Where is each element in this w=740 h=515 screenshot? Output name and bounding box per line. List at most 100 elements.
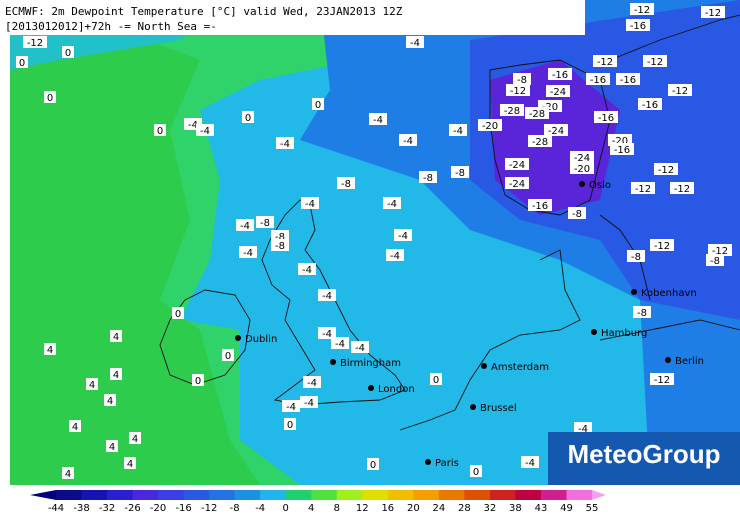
label-box [16, 56, 28, 68]
value-label: -4 [280, 139, 290, 150]
value-label: -8 [572, 209, 582, 220]
colorbar-tick-label: 38 [509, 503, 522, 514]
value-label: -4 [304, 398, 314, 409]
value-label: -20 [482, 121, 498, 132]
value-label: -8 [423, 173, 433, 184]
label-box [312, 98, 324, 110]
value-label: -12 [705, 8, 721, 19]
label-box [104, 394, 116, 406]
label-box [196, 124, 214, 136]
label-box [650, 373, 674, 385]
label-box [505, 177, 529, 189]
label-box [367, 458, 379, 470]
value-label: 0 [225, 351, 231, 362]
value-label: -12 [654, 375, 670, 386]
label-box [318, 289, 336, 301]
value-label: -8 [710, 256, 720, 267]
label-box [594, 111, 618, 123]
label-box [236, 219, 254, 231]
label-box [500, 104, 524, 116]
label-box [505, 158, 529, 170]
header-box [0, 0, 585, 35]
value-label: 0 [315, 100, 321, 111]
value-label: 0 [47, 93, 53, 104]
label-box [574, 422, 592, 434]
value-label: -12 [672, 86, 688, 97]
value-label: -16 [630, 21, 646, 32]
label-box [626, 19, 650, 31]
label-box [386, 249, 404, 261]
colorbar-segment [107, 490, 134, 500]
label-box [544, 124, 568, 136]
value-label: -12 [27, 38, 43, 49]
label-box [242, 111, 254, 123]
logo: MeteoGroup [567, 439, 720, 469]
value-label: -24 [509, 160, 525, 171]
value-label: 0 [370, 460, 376, 471]
label-box [106, 440, 118, 452]
colorbar-tick-label: -32 [99, 503, 115, 514]
value-label: -28 [532, 137, 548, 148]
colorbar-tick-label: 20 [407, 503, 420, 514]
value-label: 0 [287, 420, 293, 431]
value-label: 0 [245, 113, 251, 124]
value-label: -12 [647, 57, 663, 68]
label-box [650, 239, 674, 251]
value-label: -16 [590, 75, 606, 86]
colorbar-segment [209, 490, 236, 500]
label-box [331, 337, 349, 349]
label-box [337, 177, 355, 189]
value-label: 4 [113, 332, 119, 343]
city-dot [591, 329, 597, 335]
label-box [129, 432, 141, 444]
colorbar-tick-label: 43 [535, 503, 548, 514]
value-label: 0 [157, 126, 163, 137]
colorbar-over [592, 490, 606, 500]
colorbar-segment [540, 490, 567, 500]
value-label: -8 [260, 218, 270, 229]
label-box [706, 254, 724, 266]
label-box [708, 244, 732, 256]
colorbar-segment [489, 490, 516, 500]
label-box [110, 330, 122, 342]
label-box [192, 374, 204, 386]
label-box [478, 119, 502, 131]
colorbar-segment [413, 490, 440, 500]
label-box [449, 124, 467, 136]
city-name: Amsterdam [491, 362, 549, 373]
label-box [430, 373, 442, 385]
value-label: -4 [453, 126, 463, 137]
value-label: -8 [455, 168, 465, 179]
value-label: 4 [132, 434, 138, 445]
colorbar-tick-label: 4 [308, 503, 314, 514]
colorbar-tick-label: -20 [150, 503, 166, 514]
label-box [172, 307, 184, 319]
colorbar-tick-label: 8 [334, 503, 340, 514]
value-label: -4 [387, 199, 397, 210]
label-box [528, 135, 552, 147]
value-label: -12 [712, 246, 728, 257]
label-box [239, 246, 257, 258]
label-box [406, 36, 424, 48]
value-label: -8 [637, 308, 647, 319]
value-label: -16 [552, 70, 568, 81]
value-label: -4 [200, 126, 210, 137]
label-box [276, 137, 294, 149]
label-box [298, 263, 316, 275]
label-box [630, 3, 654, 15]
value-label: -4 [403, 136, 413, 147]
colorbar-segment [234, 490, 261, 500]
city-name: Dublin [245, 334, 277, 345]
value-label: -4 [398, 231, 408, 242]
value-label: 4 [127, 459, 133, 470]
label-box [451, 166, 469, 178]
value-label: -16 [620, 75, 636, 86]
city-name: Paris [435, 458, 459, 469]
value-label: -4 [525, 458, 535, 469]
city-name: London [378, 384, 415, 395]
colorbar-segment [132, 490, 159, 500]
label-box [69, 420, 81, 432]
label-box [525, 107, 549, 119]
value-label: 0 [195, 376, 201, 387]
header-line: [2013012012]+72h -= North Sea =- [5, 20, 217, 33]
